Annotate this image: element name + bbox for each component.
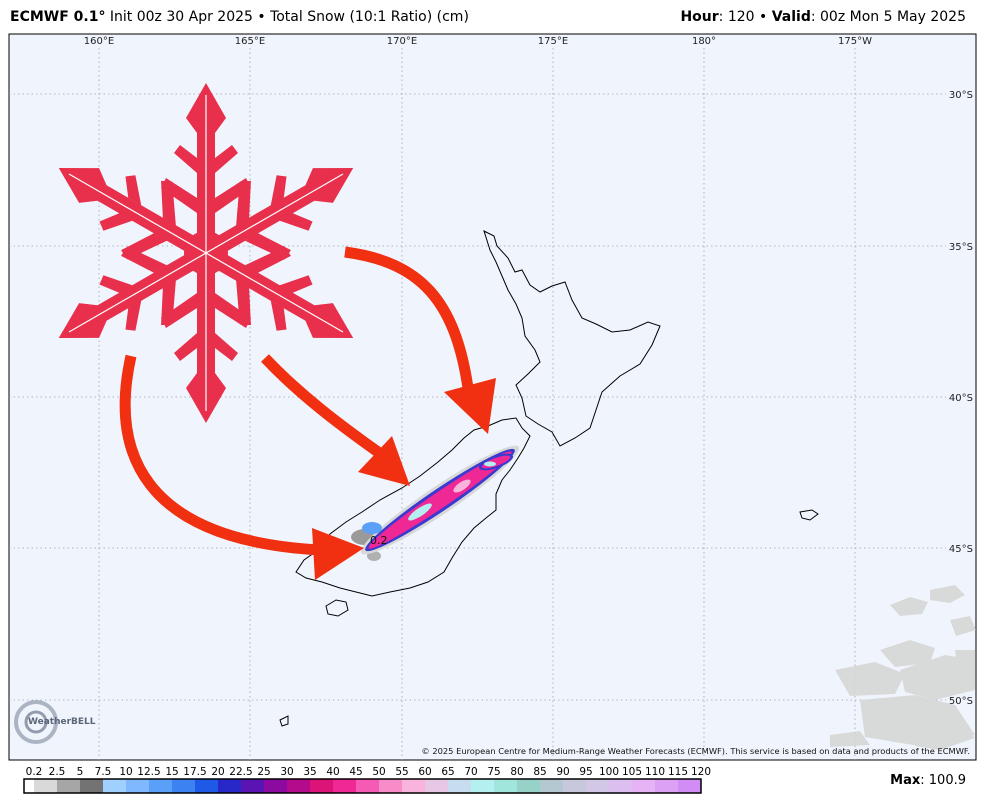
hour-value: : 120 •	[719, 9, 772, 25]
legend-label: 22.5	[229, 766, 252, 778]
legend-label: 20	[211, 766, 224, 778]
legend-swatch	[218, 779, 241, 793]
header-left: ECMWF 0.1° Init 00z 30 Apr 2025 • Total …	[10, 9, 469, 25]
lat-label: 35°S	[949, 242, 973, 253]
logo: WeatherBELL	[14, 700, 96, 744]
north-island	[483, 230, 661, 447]
legend: 0.2 2.5 5 7.5 10 12.5 15 17.5 20 22.5 25 30 35 40 45 50…	[23, 766, 711, 794]
legend-label: 95	[579, 766, 592, 778]
lat-label: 50°S	[949, 696, 973, 707]
copyright: © 2025 European Centre for Medium-Range …	[421, 746, 970, 756]
legend-label: 0.2	[26, 766, 43, 778]
lat-label: 45°S	[949, 544, 973, 555]
legend-label: 10	[119, 766, 132, 778]
legend-swatch	[103, 779, 126, 793]
lon-label: 175°E	[538, 36, 568, 47]
lon-label: 175°W	[838, 36, 872, 47]
legend-swatch	[172, 779, 195, 793]
valid-value: : 00z Mon 5 May 2025	[811, 9, 966, 25]
legend-swatch	[563, 779, 586, 793]
legend-swatch	[264, 779, 287, 793]
auckland-islands	[279, 715, 289, 727]
max-value: Max: 100.9	[890, 773, 966, 788]
legend-frame	[23, 778, 702, 794]
legend-swatch	[517, 779, 540, 793]
legend-label: 80	[510, 766, 523, 778]
legend-label: 100	[599, 766, 619, 778]
legend-swatch	[471, 779, 494, 793]
legend-swatch	[126, 779, 149, 793]
legend-swatch	[195, 779, 218, 793]
snowflake-icon	[36, 83, 376, 423]
legend-swatch	[287, 779, 310, 793]
map: 160°E 165°E 170°E 175°E 180° 175°W 30°S 35°S 40°…	[8, 33, 977, 761]
legend-label: 7.5	[95, 766, 112, 778]
logo-text: WeatherBELL	[28, 717, 96, 727]
legend-label: 105	[622, 766, 642, 778]
stewart-island	[325, 599, 349, 617]
legend-swatch	[678, 779, 701, 793]
contour-label: 0.2	[370, 534, 388, 547]
legend-label: 25	[257, 766, 270, 778]
model: ECMWF 0.1°	[10, 9, 105, 25]
lon-label: 180°	[692, 36, 716, 47]
legend-label: 2.5	[49, 766, 66, 778]
lat-label: 40°S	[949, 393, 973, 404]
snow-field	[351, 445, 520, 561]
legend-swatch	[149, 779, 172, 793]
legend-label: 12.5	[137, 766, 160, 778]
valid-label: Valid	[772, 9, 811, 25]
legend-label: 70	[464, 766, 477, 778]
legend-label: 50	[372, 766, 385, 778]
south-island	[295, 417, 531, 597]
legend-swatch	[241, 779, 264, 793]
legend-label: 30	[280, 766, 293, 778]
legend-swatch	[655, 779, 678, 793]
legend-swatch	[586, 779, 609, 793]
legend-label: 40	[326, 766, 339, 778]
chatham-islands	[799, 509, 819, 521]
legend-label: 65	[441, 766, 454, 778]
legend-label: 120	[691, 766, 711, 778]
header-right: Hour: 120 • Valid: 00z Mon 5 May 2025	[680, 9, 966, 25]
legend-label: 115	[668, 766, 688, 778]
legend-label: 110	[645, 766, 665, 778]
legend-swatch	[632, 779, 655, 793]
legend-swatch	[402, 779, 425, 793]
legend-swatch	[333, 779, 356, 793]
legend-label: 35	[303, 766, 316, 778]
legend-label: 60	[418, 766, 431, 778]
legend-swatch	[540, 779, 563, 793]
lon-label: 165°E	[235, 36, 265, 47]
legend-swatch	[494, 779, 517, 793]
legend-label: 17.5	[183, 766, 206, 778]
hour-label: Hour	[680, 9, 718, 25]
lon-label: 160°E	[84, 36, 114, 47]
legend-label: 90	[556, 766, 569, 778]
legend-swatch	[34, 779, 57, 793]
legend-swatch	[80, 779, 103, 793]
legend-label: 5	[77, 766, 84, 778]
legend-label: 85	[533, 766, 546, 778]
legend-label: 15	[165, 766, 178, 778]
legend-label: 75	[487, 766, 500, 778]
lat-label: 30°S	[949, 90, 973, 101]
snow-speckles	[830, 585, 976, 750]
run-info: Init 00z 30 Apr 2025 • Total Snow (10:1 …	[110, 9, 469, 25]
lon-label: 170°E	[387, 36, 417, 47]
legend-swatch	[310, 779, 333, 793]
arrows	[119, 246, 496, 580]
legend-label: 55	[395, 766, 408, 778]
max-number: : 100.9	[920, 773, 966, 788]
legend-label: 45	[349, 766, 362, 778]
legend-swatch	[425, 779, 448, 793]
legend-swatch	[448, 779, 471, 793]
legend-swatch	[609, 779, 632, 793]
legend-swatch	[57, 779, 80, 793]
max-label: Max	[890, 773, 921, 788]
legend-swatch	[356, 779, 379, 793]
legend-swatch	[24, 779, 34, 793]
legend-swatch	[379, 779, 402, 793]
